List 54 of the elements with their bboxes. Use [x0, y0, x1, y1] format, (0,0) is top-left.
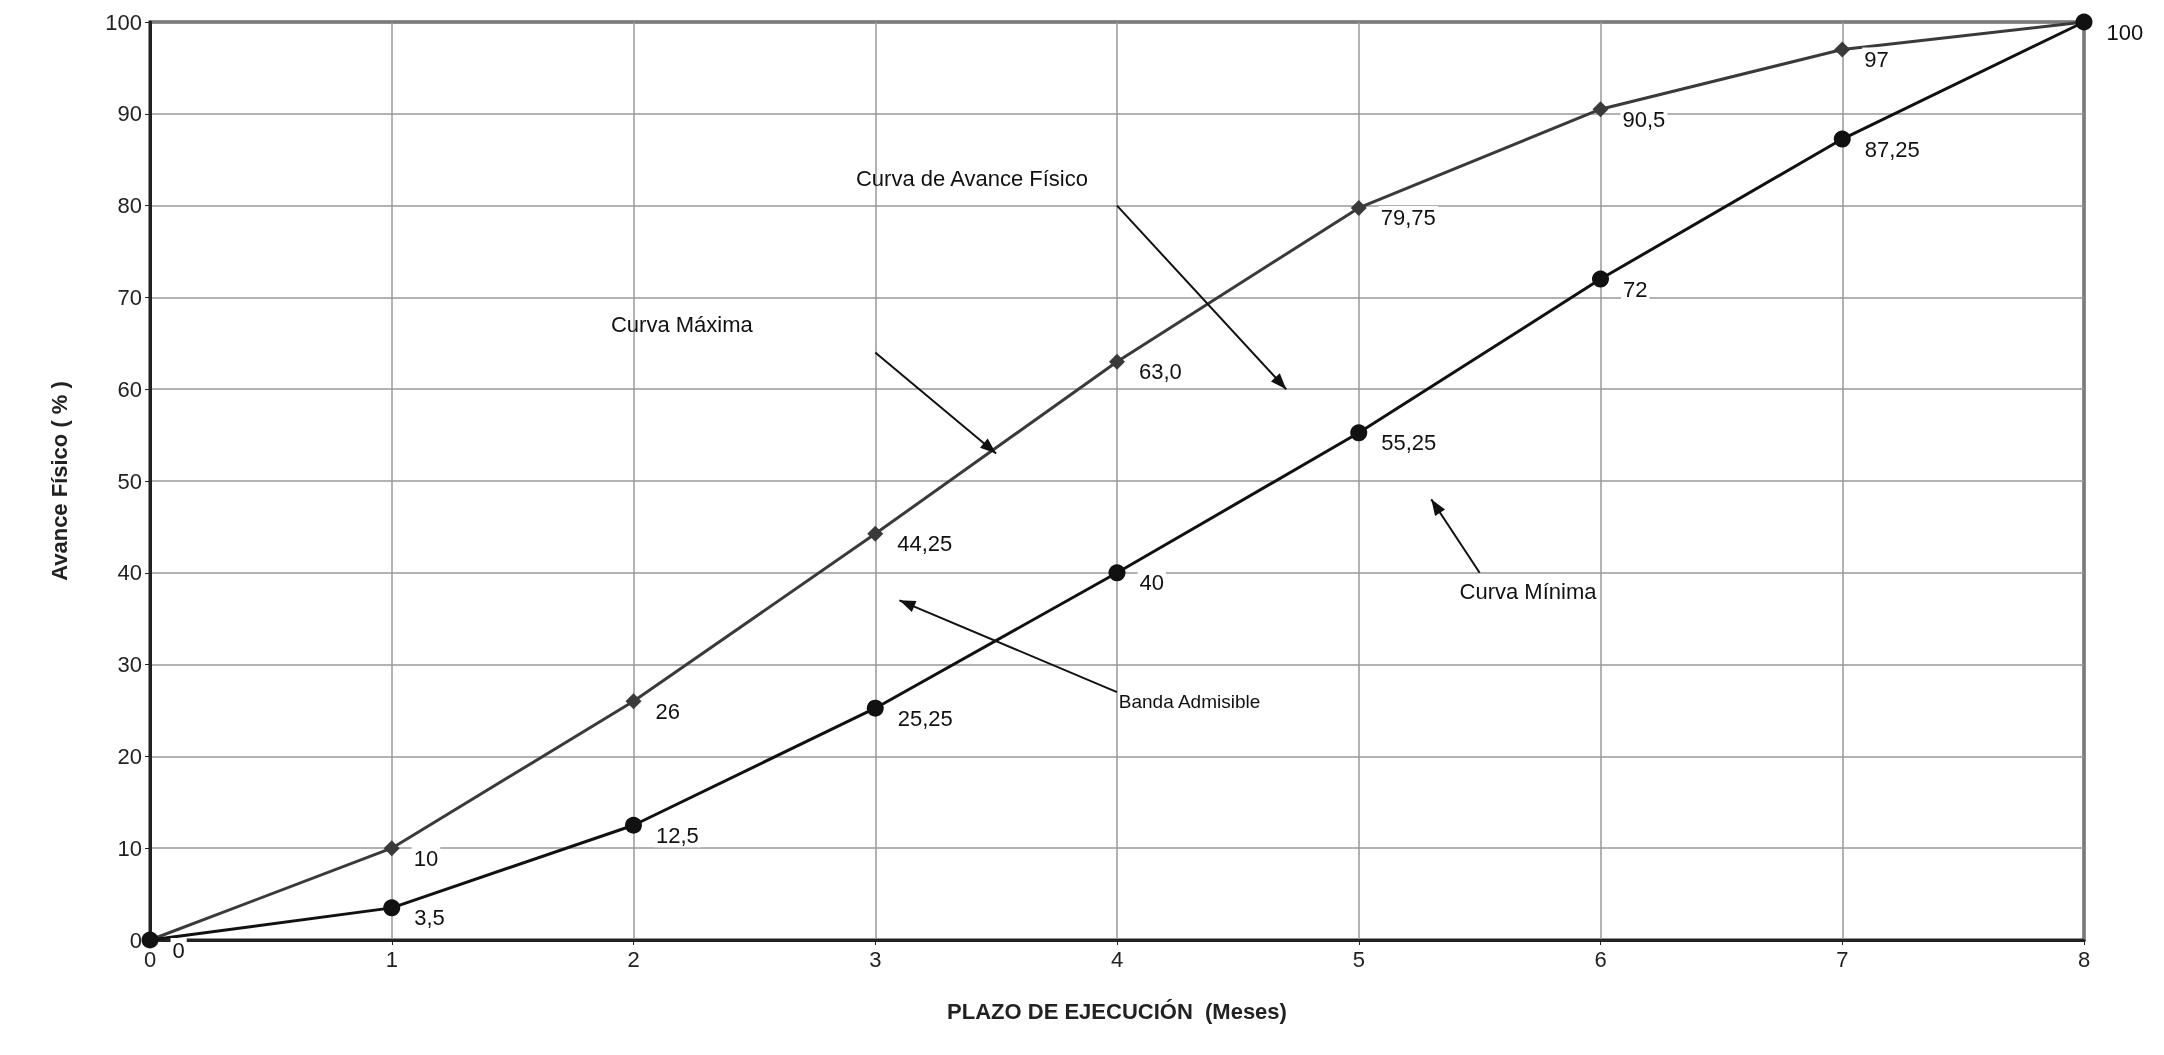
data-label: 25,25: [897, 705, 953, 731]
point: [866, 699, 884, 717]
data-label: 44,25: [897, 531, 953, 557]
data-label: 10: [413, 845, 439, 871]
data-label: 63,0: [1139, 359, 1182, 385]
y-tick-label: 80: [117, 193, 142, 219]
x-tick-label: 6: [1594, 946, 1607, 972]
point: [1350, 424, 1368, 442]
point: [1108, 564, 1126, 582]
data-label: 26: [655, 698, 680, 724]
y-tick-label: 90: [117, 101, 142, 127]
data-label: 55,25: [1381, 430, 1437, 456]
point: [383, 899, 401, 917]
point: [383, 840, 400, 857]
point: [1109, 353, 1125, 370]
annotation: Curva Máxima: [610, 312, 754, 338]
point: [1834, 41, 1851, 58]
y-axis-title: Avance Físico ( % ): [46, 381, 72, 581]
data-label: 3,5: [414, 905, 445, 931]
y-tick-label: 50: [117, 468, 142, 494]
y-tick-label: 0: [129, 927, 142, 953]
data-label: 40: [1139, 570, 1164, 596]
x-tick-label: 5: [1352, 946, 1365, 972]
annotation: Curva de Avance Físico: [855, 165, 1088, 191]
point: [1350, 199, 1367, 216]
point: [1833, 130, 1851, 148]
y-tick-label: 100: [105, 9, 142, 35]
x-tick-label: 1: [385, 946, 398, 972]
annotation: Curva Mínima: [1459, 578, 1598, 604]
x-tick-label: 3: [869, 946, 882, 972]
data-label: 97: [1864, 47, 1889, 73]
point: [625, 693, 642, 710]
y-tick-label: 60: [117, 376, 142, 402]
annotation: Banda Admisible: [1118, 690, 1261, 712]
data-label: 12,5: [656, 822, 699, 848]
point: [1592, 101, 1609, 118]
x-tick-label: 8: [2077, 946, 2091, 972]
point: [867, 525, 884, 542]
y-tick-label: 10: [117, 835, 142, 861]
y-tick-label: 20: [117, 743, 142, 769]
point: [625, 816, 642, 834]
data-label: 87,25: [1864, 136, 1920, 162]
data-label: 79,75: [1380, 205, 1436, 231]
y-tick-label: 40: [117, 560, 142, 586]
x-tick-label: 2: [627, 946, 640, 972]
x-tick-label: 4: [1110, 946, 1124, 972]
y-tick-label: 30: [117, 652, 142, 678]
data-label: 90,5: [1622, 106, 1666, 132]
point: [1592, 270, 1609, 288]
y-tick-label: 70: [117, 284, 142, 310]
data-label: 100: [2106, 19, 2144, 45]
data-label: 72: [1623, 276, 1648, 302]
x-axis-title: PLAZO DE EJECUCIÓN (Meses): [947, 998, 1287, 1024]
x-tick-label: 7: [1836, 946, 1849, 972]
